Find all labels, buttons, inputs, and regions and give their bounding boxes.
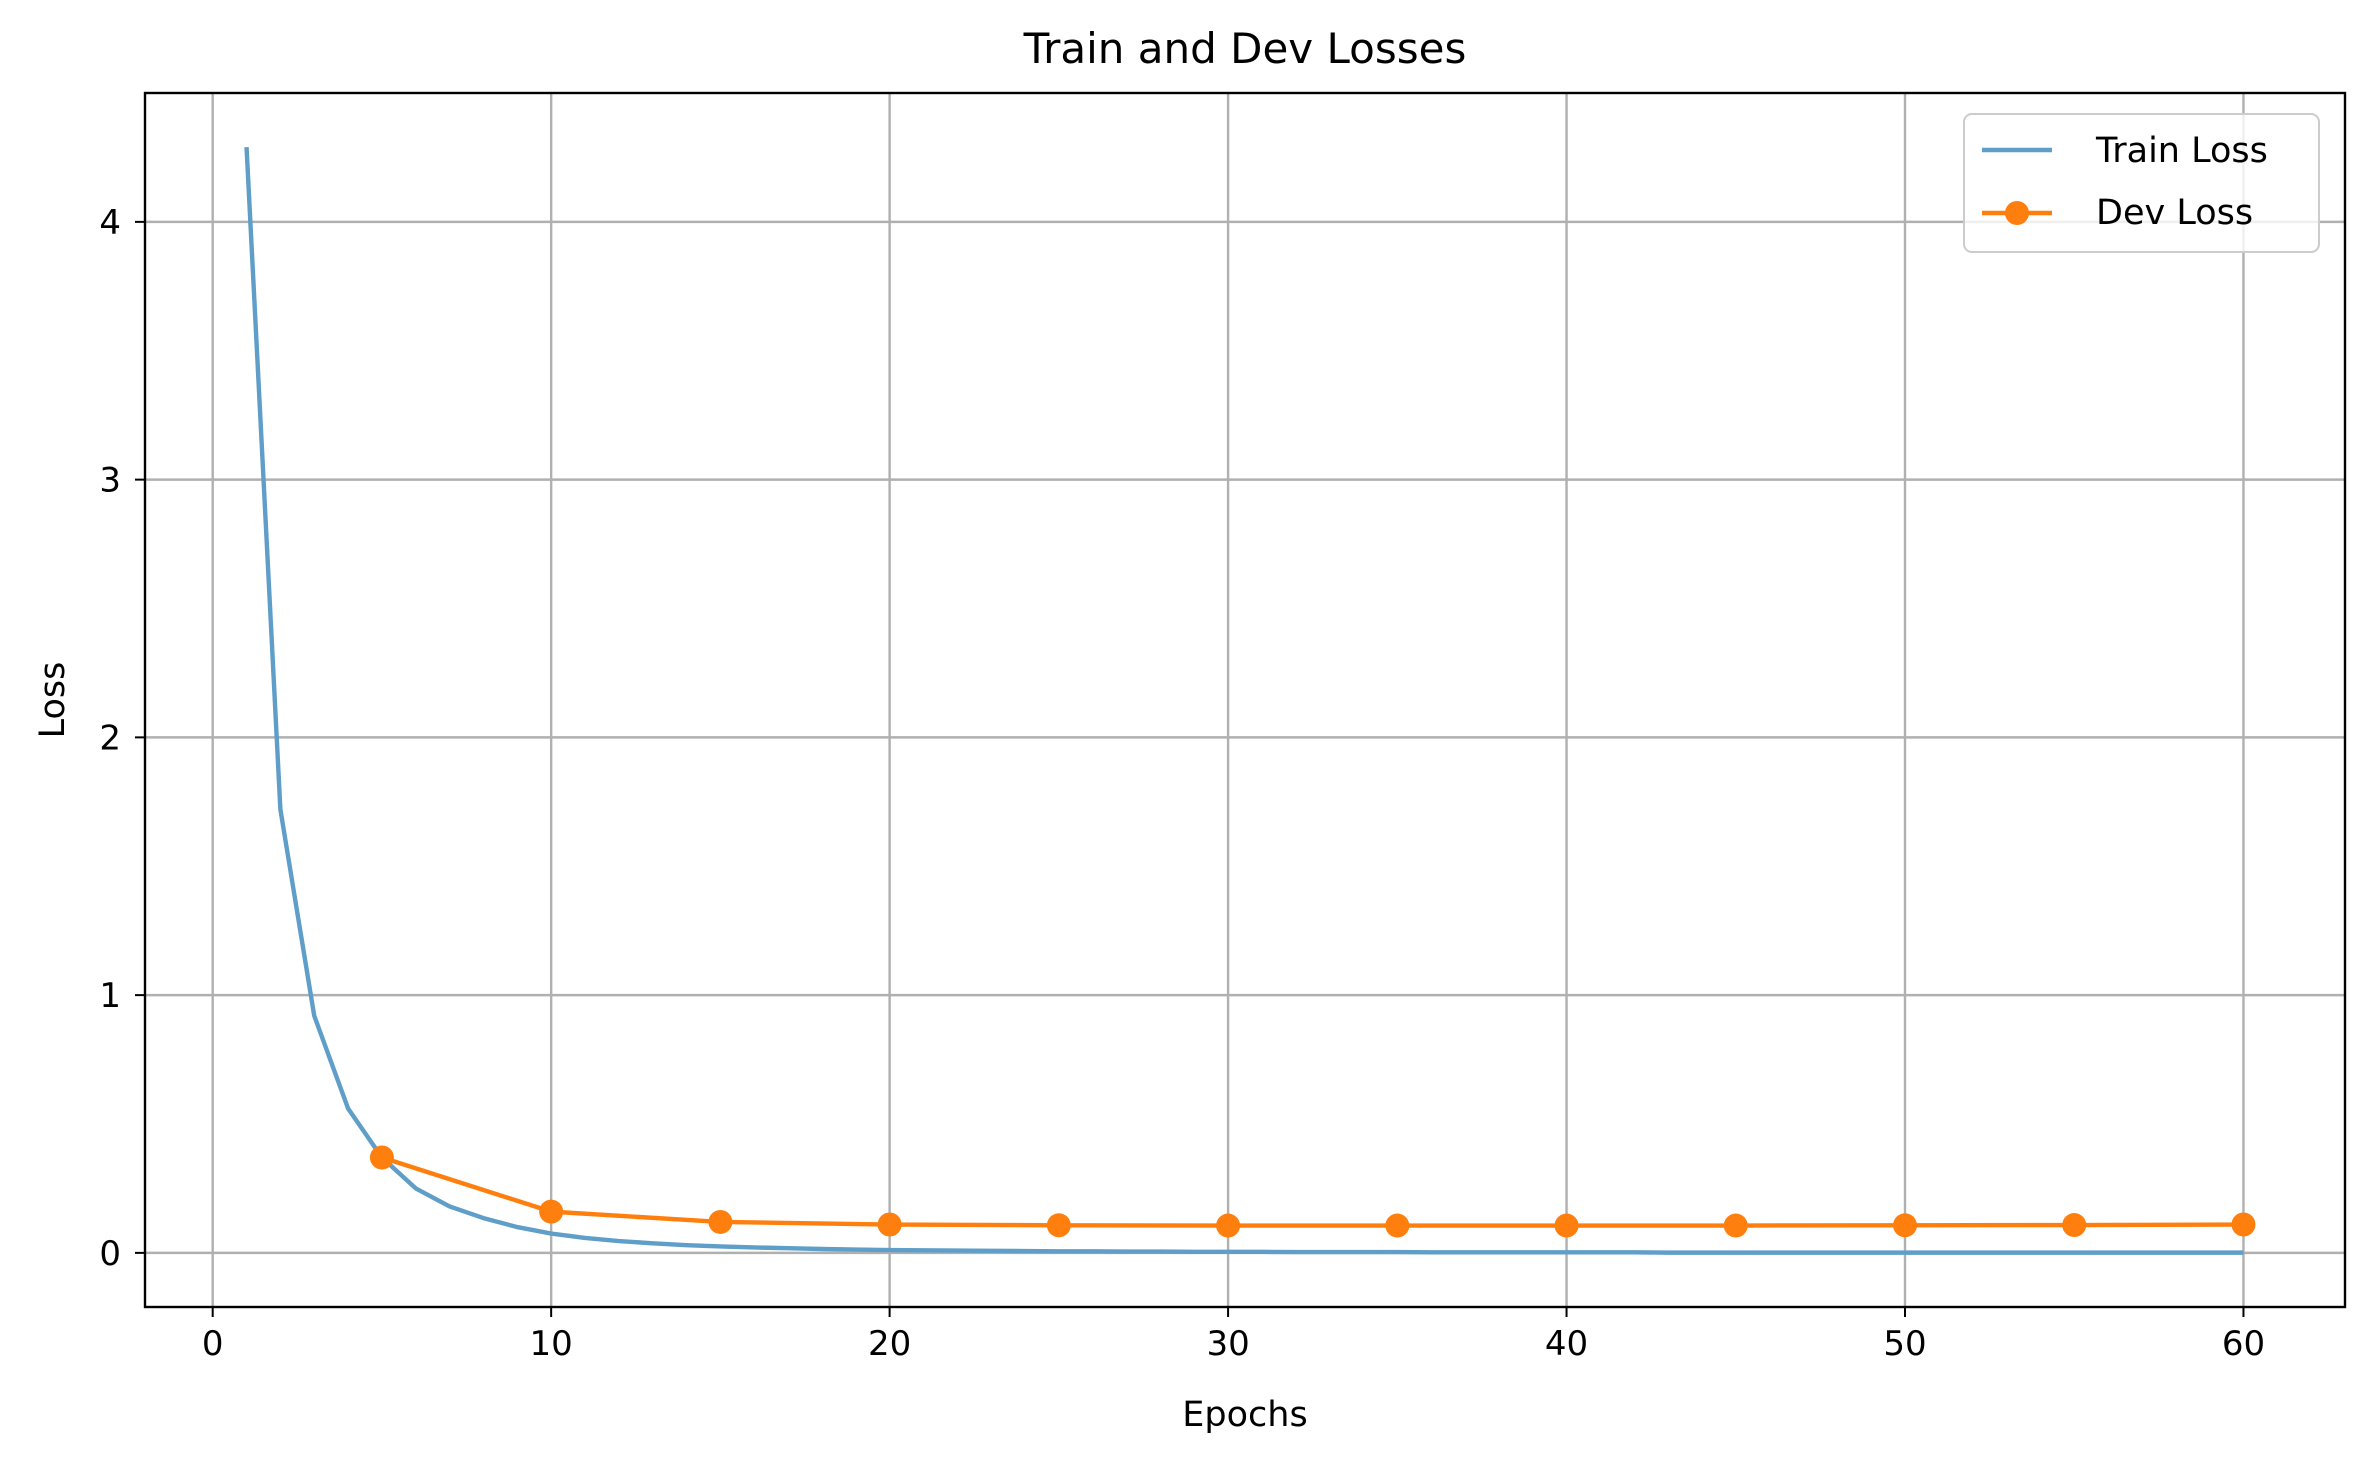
dev-loss-point	[1385, 1213, 1410, 1238]
dev-loss-point	[1554, 1213, 1579, 1238]
dev-loss-point	[1216, 1213, 1241, 1238]
dev-loss-point	[539, 1199, 564, 1224]
series-layer	[244, 147, 2256, 1255]
legend: Train Loss Dev Loss	[1963, 113, 2320, 253]
chart-title: Train and Dev Losses	[1023, 24, 1467, 73]
x-tick-label: 20	[868, 1324, 911, 1364]
x-tick-label: 40	[1545, 1324, 1588, 1364]
dev-loss-point	[708, 1209, 733, 1234]
grid	[145, 93, 2345, 1307]
dev-loss-point	[1893, 1213, 1917, 1238]
legend-dev-marker	[2005, 201, 2029, 225]
dev-loss-point	[1723, 1213, 1748, 1238]
x-axis-label: Epochs	[1182, 1395, 1307, 1435]
dev-loss-point	[1046, 1213, 1071, 1238]
y-tick-label: 2	[99, 718, 121, 758]
y-tick-label: 4	[99, 203, 121, 243]
x-tick-label: 50	[1883, 1324, 1926, 1364]
dev-loss-line	[381, 1155, 2244, 1228]
legend-dev-label: Dev Loss	[2096, 193, 2253, 233]
dev-loss-point	[2231, 1212, 2256, 1237]
legend-train-label: Train Loss	[2095, 131, 2268, 171]
x-tick-label: 10	[530, 1324, 573, 1364]
plot-area-frame	[143, 91, 2347, 1309]
x-tick-label: 30	[1206, 1324, 1249, 1364]
y-tick-label: 0	[99, 1234, 121, 1274]
dev-loss-point	[369, 1145, 394, 1170]
dev-loss-point	[2062, 1213, 2087, 1238]
x-tick-label: 0	[202, 1324, 224, 1364]
y-tick-label: 1	[99, 976, 121, 1016]
y-tick-label: 3	[99, 461, 121, 501]
train-loss-line	[244, 147, 2244, 1255]
x-tick-label: 60	[2222, 1324, 2265, 1364]
y-axis-label: Loss	[33, 662, 73, 739]
dev-loss-point	[877, 1212, 902, 1237]
axis-ticks: 0 10 20 30 40 50 60 0 1 2 3 4	[99, 203, 2265, 1364]
legend-box	[1963, 113, 2320, 253]
